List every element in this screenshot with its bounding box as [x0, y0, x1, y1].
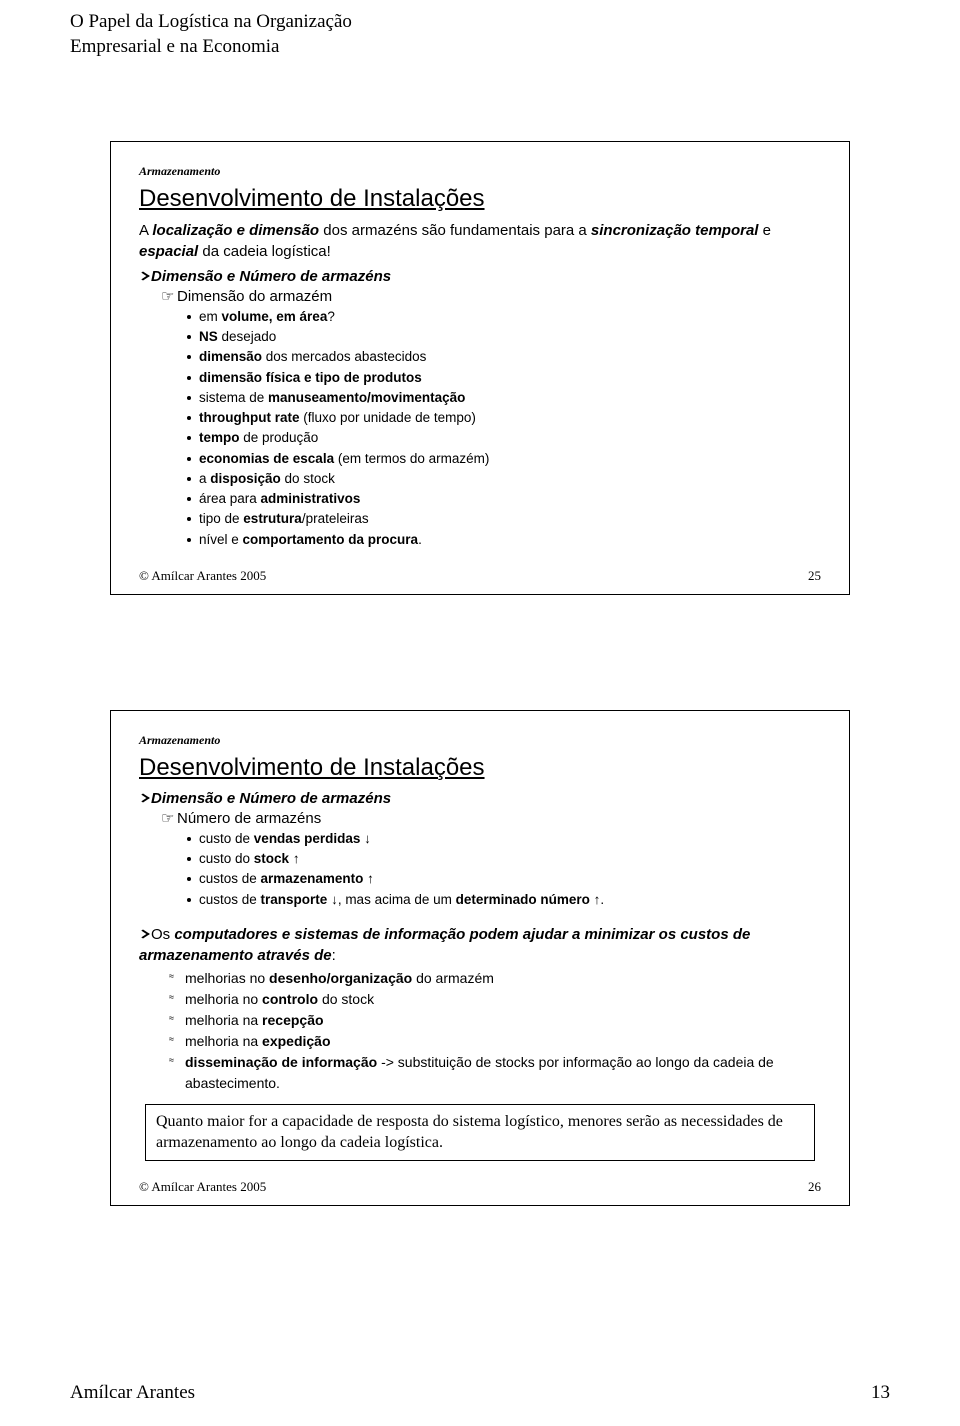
list-item: tipo de estrutura/prateleiras: [187, 509, 821, 529]
footer-pagenum: 13: [871, 1382, 890, 1404]
text: Dimensão do armazém: [177, 288, 332, 305]
text: Dimensão e Número de armazéns: [151, 790, 391, 807]
slide-title: Desenvolvimento de Instalações: [139, 185, 821, 213]
list-item: área para administrativos: [187, 489, 821, 509]
subheading-dimensao: ☞Dimensão do armazém: [161, 287, 821, 305]
list-item: melhorias no desenho/organização do arma…: [169, 968, 821, 989]
list-item: nível e comportamento da procura.: [187, 530, 821, 550]
list-item: sistema de manuseamento/movimentação: [187, 388, 821, 408]
text: da cadeia logística!: [202, 243, 330, 260]
text: Dimensão e Número de armazéns: [151, 268, 391, 285]
slide-26: Armazenamento Desenvolvimento de Instala…: [110, 710, 850, 1206]
heading-computadores: Os computadores e sistemas de informação…: [139, 924, 821, 966]
heading-dimension: Dimensão e Número de armazéns: [139, 268, 821, 285]
highlight-box: Quanto maior for a capacidade de respost…: [145, 1104, 815, 1161]
list-item: throughput rate (fluxo por unidade de te…: [187, 408, 821, 428]
text: :: [332, 947, 336, 964]
slide-footer: © Amílcar Arantes 2005 26: [139, 1179, 821, 1195]
list-item: economias de escala (em termos do armazé…: [187, 449, 821, 469]
footer-author: Amílcar Arantes: [70, 1382, 195, 1404]
slide-label: Armazenamento: [139, 733, 821, 748]
list-item: dimensão dos mercados abastecidos: [187, 347, 821, 367]
list-item: custo do stock ↑: [187, 849, 821, 869]
arrow-icon: [136, 929, 150, 938]
list-item: custo de vendas perdidas ↓: [187, 829, 821, 849]
list-item: em volume, em área?: [187, 307, 821, 327]
header-line1: O Papel da Logística na Organização: [70, 10, 960, 35]
text: computadores e sistemas de informação po…: [139, 926, 750, 964]
page-footer: Amílcar Arantes 13: [70, 1382, 890, 1404]
list-item: NS desejado: [187, 327, 821, 347]
heading-dimension: Dimensão e Número de armazéns: [139, 790, 821, 807]
text: espacial: [139, 243, 202, 260]
list-item: dimensão física e tipo de produtos: [187, 368, 821, 388]
slide-intro: A localização e dimensão dos armazéns sã…: [139, 221, 821, 262]
footer-author: © Amílcar Arantes 2005: [139, 1179, 266, 1195]
text: Número de armazéns: [177, 810, 321, 827]
list-item: a disposição do stock: [187, 469, 821, 489]
text: Os: [151, 926, 174, 943]
footer-author: © Amílcar Arantes 2005: [139, 568, 266, 584]
bullet-list: custo de vendas perdidas ↓ custo do stoc…: [187, 829, 821, 910]
header-line2: Empresarial e na Economia: [70, 35, 960, 60]
slide-label: Armazenamento: [139, 164, 821, 179]
subheading-numero: ☞Número de armazéns: [161, 809, 821, 827]
arrow-icon: [136, 271, 150, 280]
footer-page: 26: [808, 1179, 821, 1195]
bullet-list: em volume, em área? NS desejado dimensão…: [187, 307, 821, 550]
slide-25: Armazenamento Desenvolvimento de Instala…: [110, 141, 850, 595]
text: dos armazéns são fundamentais para a: [323, 222, 591, 239]
list-item: custos de armazenamento ↑: [187, 869, 821, 889]
text: localização e dimensão: [152, 222, 323, 239]
slide-footer: © Amílcar Arantes 2005 25: [139, 568, 821, 584]
list-item: tempo de produção: [187, 428, 821, 448]
footer-page: 25: [808, 568, 821, 584]
list-item: melhoria na recepção: [169, 1010, 821, 1031]
list-item: custos de transporte ↓, mas acima de um …: [187, 890, 821, 910]
text: e: [763, 222, 771, 239]
page-header: O Papel da Logística na Organização Empr…: [0, 0, 960, 59]
text: sincronização temporal: [591, 222, 763, 239]
text: A: [139, 222, 152, 239]
list-item: disseminação de informação -> substituiç…: [169, 1052, 821, 1094]
list-item: melhoria no controlo do stock: [169, 989, 821, 1010]
hand-icon: ☞: [161, 809, 177, 827]
tilde-list: melhorias no desenho/organização do arma…: [169, 968, 821, 1094]
list-item: melhoria na expedição: [169, 1031, 821, 1052]
arrow-icon: [136, 793, 150, 802]
hand-icon: ☞: [161, 287, 177, 305]
slide-title: Desenvolvimento de Instalações: [139, 754, 821, 782]
